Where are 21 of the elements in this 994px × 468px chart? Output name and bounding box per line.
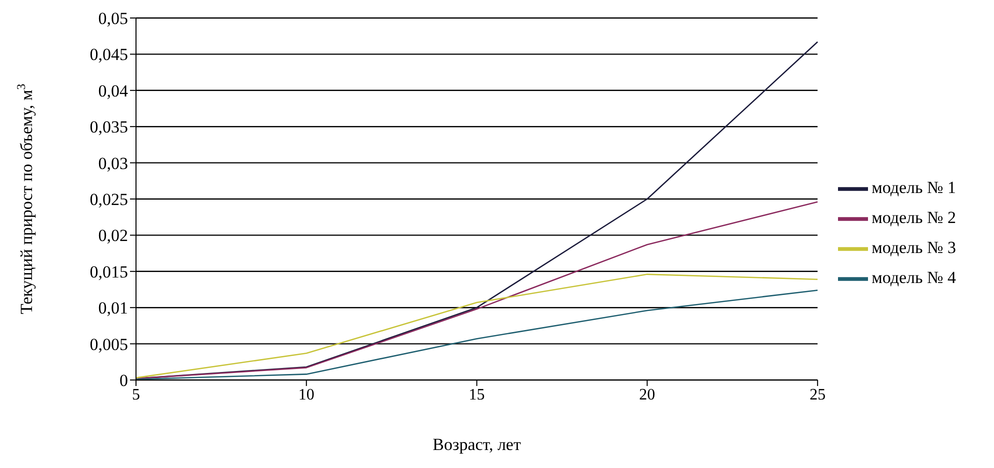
y-tick-label: 0,01 xyxy=(98,298,128,318)
y-tick-label: 0,03 xyxy=(98,154,128,173)
legend-label: модель № 4 xyxy=(872,268,956,287)
x-tick-label: 10 xyxy=(298,386,314,404)
y-tick-label: 0,015 xyxy=(90,262,128,282)
y-tick-label: 0,045 xyxy=(90,45,128,64)
y-tick-label: 0,035 xyxy=(90,118,128,137)
y-tick-label: 0,025 xyxy=(90,190,128,210)
y-tick-label: 0,04 xyxy=(98,81,128,100)
y-tick-label: 0,02 xyxy=(98,226,128,246)
legend-label: модель № 1 xyxy=(872,178,956,197)
legend-label: модель № 2 xyxy=(872,208,956,227)
x-axis-title: Возраст, лет xyxy=(432,435,522,454)
x-tick-label: 5 xyxy=(132,386,140,404)
legend-label: модель № 3 xyxy=(872,238,956,257)
y-tick-label: 0,05 xyxy=(98,9,128,28)
x-tick-label: 15 xyxy=(468,386,485,404)
x-tick-label: 20 xyxy=(639,386,656,404)
y-tick-label: 0,005 xyxy=(90,334,128,354)
x-tick-label: 25 xyxy=(810,386,826,404)
y-tick-label: 0 xyxy=(120,371,128,390)
